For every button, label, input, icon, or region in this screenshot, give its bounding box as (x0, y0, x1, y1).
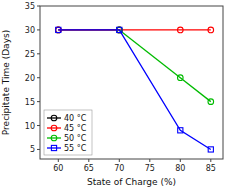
x-tick (119, 159, 120, 162)
y-tick-label: 20 (25, 74, 35, 83)
data-point (208, 27, 214, 33)
legend-box (44, 110, 92, 155)
data-point (178, 75, 184, 81)
x-tick (180, 159, 181, 162)
y-tick (37, 101, 40, 102)
data-point (56, 27, 61, 32)
x-tick-label: 65 (84, 164, 94, 173)
legend-label: 55 °C (64, 144, 87, 153)
data-point (208, 99, 214, 105)
y-tick-label: 35 (25, 2, 35, 11)
y-tick (37, 6, 40, 7)
legend-swatch (47, 127, 61, 128)
x-tick-label: 75 (145, 164, 155, 173)
data-point (178, 128, 183, 133)
data-point (208, 147, 213, 152)
y-tick-label: 10 (25, 122, 35, 131)
series-line (119, 30, 211, 102)
x-tick-label: 80 (175, 164, 185, 173)
data-point (178, 27, 184, 33)
legend-swatch (47, 117, 61, 118)
y-tick-label: 30 (25, 26, 35, 35)
y-tick (37, 29, 40, 30)
x-tick (58, 159, 59, 162)
y-tick (37, 149, 40, 150)
y-tick-label: 5 (30, 145, 35, 154)
legend-marker (51, 125, 57, 131)
y-tick-label: 25 (25, 50, 35, 59)
x-tick-label: 60 (53, 164, 63, 173)
data-point (117, 27, 122, 32)
legend-marker (51, 135, 57, 141)
legend-swatch (47, 137, 61, 138)
plot-area (56, 27, 214, 152)
y-tick (37, 125, 40, 126)
y-axis-label: Precipitate Time (Days) (1, 30, 11, 135)
x-axis-label: State of Charge (%) (87, 177, 176, 187)
chart: 60 65 70 75 80 85 5 10 15 20 25 30 35 State of Charge… (0, 0, 229, 189)
legend-marker (51, 145, 56, 150)
x-tick-label: 85 (206, 164, 216, 173)
x-tick (88, 159, 89, 162)
series-line (58, 30, 211, 150)
y-tick-label: 15 (25, 98, 35, 107)
y-tick (37, 77, 40, 78)
legend-label: 40 °C (64, 114, 87, 123)
x-tick-label: 70 (114, 164, 124, 173)
y-tick (37, 53, 40, 54)
legend-label: 50 °C (64, 134, 87, 143)
legend: 40 °C45 °C50 °C55 °C (44, 110, 92, 155)
x-tick (210, 159, 211, 162)
legend-label: 45 °C (64, 124, 87, 133)
plot-frame (40, 6, 223, 159)
x-tick (149, 159, 150, 162)
legend-marker (51, 115, 57, 121)
legend-swatch (47, 147, 61, 148)
